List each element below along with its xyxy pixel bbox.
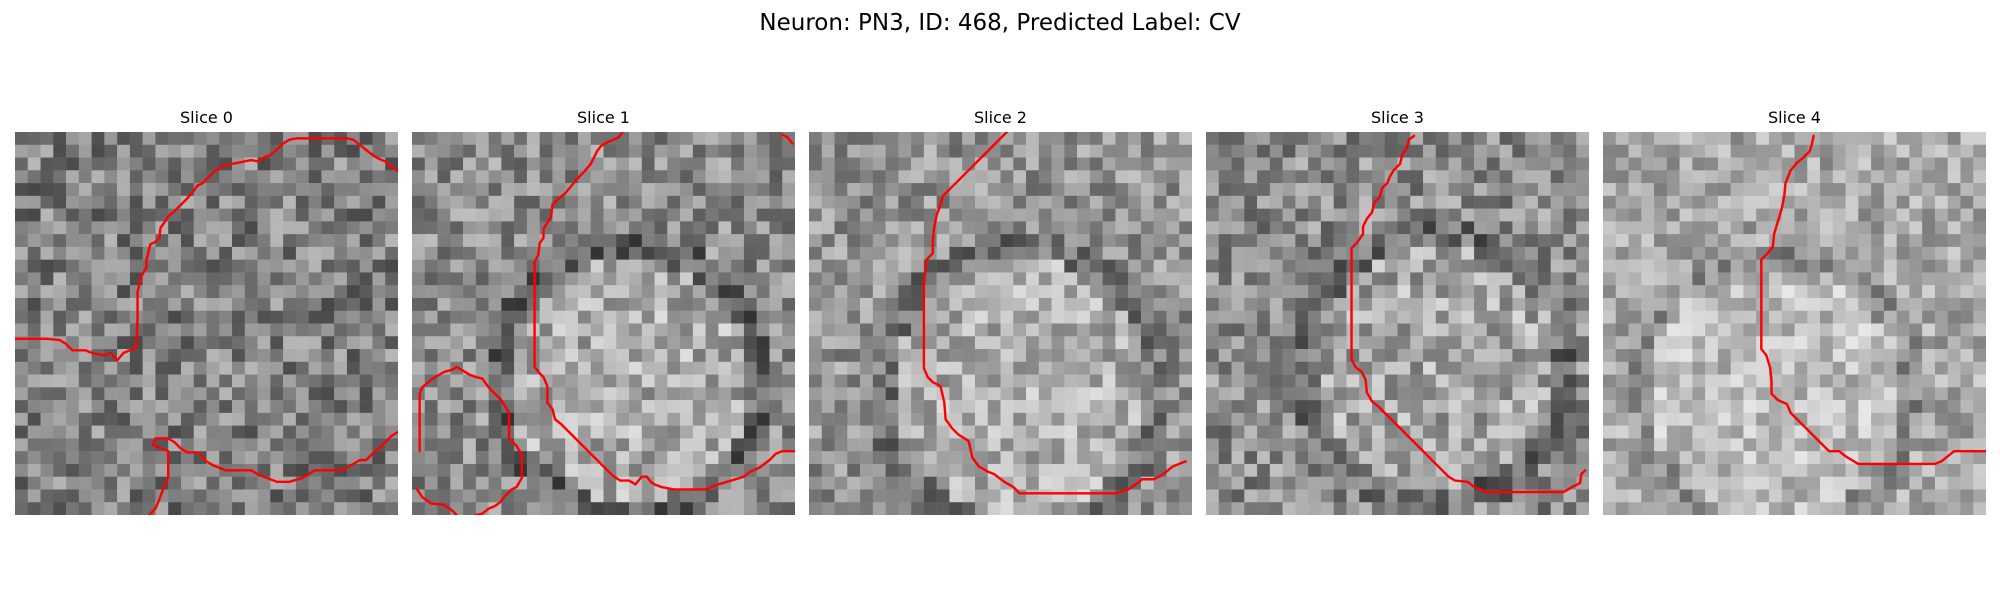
contour-line-1 (147, 430, 398, 515)
pixel-grid (412, 132, 795, 515)
slice-image-0 (15, 132, 398, 515)
pixel-grid (1603, 132, 1986, 515)
slice-title-2: Slice 2 (974, 108, 1027, 127)
slice-image-2 (809, 132, 1192, 515)
pixel-grid (15, 132, 398, 515)
slice-title-4: Slice 4 (1768, 108, 1821, 127)
slice-panel-0: Slice 0 (15, 108, 398, 515)
slice-panel-3: Slice 3 (1206, 108, 1589, 515)
slice-panel-2: Slice 2 (809, 108, 1192, 515)
contour-line-0 (1350, 134, 1587, 494)
contour-line-0 (922, 132, 1187, 495)
slice-image-4 (1603, 132, 1986, 515)
contour-line-0 (15, 137, 398, 362)
pixel-grid (809, 132, 1192, 515)
slice-title-3: Slice 3 (1371, 108, 1424, 127)
slice-image-3 (1206, 132, 1589, 515)
slice-image-1 (412, 132, 795, 515)
slice-title-1: Slice 1 (577, 108, 630, 127)
contour-line-3 (781, 133, 794, 145)
slice-panel-4: Slice 4 (1603, 108, 1986, 515)
contour-line-0 (533, 132, 795, 491)
slice-panel-1: Slice 1 (412, 108, 795, 515)
pixel-grid (1206, 132, 1589, 515)
contour-line-1 (418, 365, 524, 515)
figure-title: Neuron: PN3, ID: 468, Predicted Label: C… (759, 10, 1241, 36)
contour-line-0 (1760, 134, 1986, 466)
contour-line-2 (415, 488, 458, 515)
slice-title-0: Slice 0 (180, 108, 233, 127)
